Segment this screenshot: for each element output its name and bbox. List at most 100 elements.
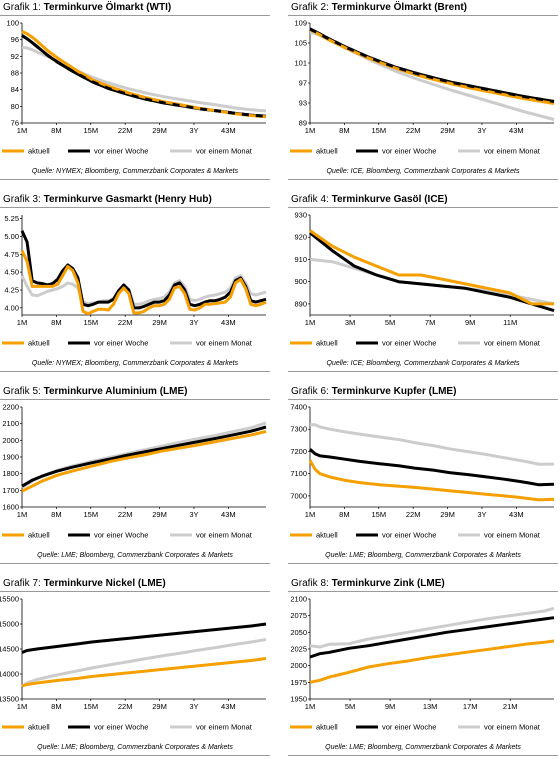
y-tick-label: 14000 bbox=[0, 670, 19, 679]
y-tick-label: 7300 bbox=[290, 425, 307, 434]
chart-panel: Grafik 4: Terminkurve Gasöl (ICE) 890 900 9… bbox=[288, 194, 558, 374]
x-tick-label: 21M bbox=[503, 702, 518, 711]
legend-label-aktuell: aktuell bbox=[28, 531, 50, 540]
y-tick-label: 1600 bbox=[2, 503, 19, 512]
chart-title: Grafik 3: Terminkurve Gasmarkt (Henry Hu… bbox=[3, 194, 212, 205]
chart-source: Quelle: LME; Bloomberg, Commerzbank Corp… bbox=[325, 744, 521, 751]
line-chart: 1950 1975 2000 2025 2050 2075 2100 1M 5M 9M 13M 17M… bbox=[290, 595, 555, 732]
chart-number: Grafik 3: bbox=[3, 194, 44, 205]
series-line-month bbox=[309, 606, 555, 649]
y-tick-label: 97 bbox=[299, 79, 307, 88]
chart-panel: Grafik 1: Terminkurve Ölmarkt (WTI) 76 80 8… bbox=[0, 2, 270, 182]
x-tick-label: 3M bbox=[345, 318, 355, 327]
y-tick-label: 2200 bbox=[2, 403, 19, 412]
x-tick-label: 8M bbox=[51, 702, 61, 711]
x-tick-label: 8M bbox=[339, 126, 349, 135]
legend-label-week: vor einer Woche bbox=[382, 531, 436, 540]
chart-title-text: Terminkurve Gasöl (ICE) bbox=[331, 194, 448, 205]
chart-title-text: Terminkurve Ölmarkt (Brent) bbox=[331, 2, 467, 13]
chart-title-text: Terminkurve Kupfer (LME) bbox=[331, 386, 457, 397]
bottom-rule bbox=[0, 371, 270, 372]
x-tick-label: 43M bbox=[221, 126, 236, 135]
legend-label-month: vor einem Monat bbox=[196, 339, 253, 348]
chart-number: Grafik 4: bbox=[291, 194, 332, 205]
x-tick-label: 3Y bbox=[189, 510, 198, 519]
y-tick-label: 2075 bbox=[290, 611, 307, 620]
legend-label-week: vor einer Woche bbox=[94, 147, 148, 156]
title-rule bbox=[0, 15, 270, 16]
line-chart: 890 900 910 920 930 1M 3M 5M 7M 9M 11M aktuell vor e… bbox=[290, 211, 555, 348]
y-tick-label: 890 bbox=[294, 299, 307, 308]
x-tick-label: 1M bbox=[17, 702, 27, 711]
bottom-rule bbox=[0, 755, 270, 756]
title-rule bbox=[288, 591, 558, 592]
x-tick-label: 1M bbox=[305, 126, 315, 135]
chart-panel: Grafik 2: Terminkurve Ölmarkt (Brent) 89 9… bbox=[288, 2, 558, 182]
title-rule bbox=[0, 591, 270, 592]
legend-label-week: vor einer Woche bbox=[94, 531, 148, 540]
y-tick-label: 1900 bbox=[2, 453, 19, 462]
y-tick-label: 96 bbox=[11, 35, 19, 44]
chart-panel: Grafik 5: Terminkurve Aluminium (LME) 160… bbox=[0, 386, 270, 566]
legend-label-month: vor einem Monat bbox=[484, 531, 541, 540]
series-line-week bbox=[21, 34, 267, 118]
line-chart: 7000 7100 7200 7300 7400 1M 8M 15M 22M 29M 3Y 43M ak… bbox=[290, 403, 555, 540]
y-tick-label: 89 bbox=[299, 119, 307, 128]
series-line-aktuell bbox=[309, 28, 555, 105]
x-tick-label: 22M bbox=[406, 510, 421, 519]
y-tick-label: 4.75 bbox=[4, 250, 19, 259]
y-tick-label: 15000 bbox=[0, 620, 19, 629]
chart-number: Grafik 8: bbox=[291, 578, 332, 589]
chart-panel: Grafik 6: Terminkurve Kupfer (LME) 7000 71… bbox=[288, 386, 558, 566]
x-tick-label: 5M bbox=[385, 318, 395, 327]
series-line-week-dashed bbox=[309, 27, 555, 103]
chart-number: Grafik 5: bbox=[3, 386, 44, 397]
legend-label-aktuell: aktuell bbox=[28, 339, 50, 348]
legend-label-week: vor einer Woche bbox=[94, 723, 148, 732]
chart-panel: Grafik 3: Terminkurve Gasmarkt (Henry Hu… bbox=[0, 194, 270, 374]
y-tick-label: 7400 bbox=[290, 403, 307, 412]
series-line-aktuell bbox=[309, 639, 555, 684]
series-line-week bbox=[309, 231, 555, 313]
x-tick-label: 43M bbox=[221, 510, 236, 519]
legend-label-aktuell: aktuell bbox=[316, 147, 338, 156]
series-line-week-dashed bbox=[21, 34, 267, 118]
x-tick-label: 22M bbox=[118, 318, 133, 327]
y-tick-label: 920 bbox=[294, 233, 307, 242]
x-tick-label: 9M bbox=[465, 318, 475, 327]
legend-label-week: vor einer Woche bbox=[382, 339, 436, 348]
x-tick-label: 15M bbox=[83, 510, 98, 519]
bottom-rule bbox=[288, 371, 558, 372]
y-tick-label: 93 bbox=[299, 99, 307, 108]
x-tick-label: 15M bbox=[371, 126, 386, 135]
chart-panel: Grafik 7: Terminkurve Nickel (LME) 13500 1… bbox=[0, 578, 270, 758]
legend-label-aktuell: aktuell bbox=[316, 339, 338, 348]
chart-source: Quelle: LME; Bloomberg, Commerzbank Corp… bbox=[37, 552, 233, 559]
y-tick-label: 4.50 bbox=[4, 268, 19, 277]
series-line-week bbox=[309, 616, 555, 659]
y-tick-label: 15500 bbox=[0, 595, 19, 604]
x-tick-label: 15M bbox=[371, 510, 386, 519]
series-line-month bbox=[20, 274, 267, 306]
series-line-week bbox=[21, 425, 267, 488]
y-tick-label: 4.00 bbox=[4, 303, 19, 312]
y-tick-label: 88 bbox=[11, 69, 19, 78]
series-line-week bbox=[21, 622, 267, 654]
x-tick-label: 3Y bbox=[189, 702, 198, 711]
x-tick-label: 22M bbox=[118, 126, 133, 135]
x-tick-label: 29M bbox=[152, 702, 167, 711]
series-line-week bbox=[20, 230, 267, 310]
y-tick-label: 2050 bbox=[290, 628, 307, 637]
y-tick-label: 7100 bbox=[290, 469, 307, 478]
line-chart: 4.00 4.25 4.50 4.75 5.00 5.25 1M 8M 15M 22M 29M 3Y 4… bbox=[2, 214, 267, 348]
legend-label-week: vor einer Woche bbox=[382, 147, 436, 156]
chart-title-text: Terminkurve Nickel (LME) bbox=[43, 578, 166, 589]
x-tick-label: 1M bbox=[17, 318, 27, 327]
x-tick-label: 1M bbox=[305, 318, 315, 327]
chart-title: Grafik 6: Terminkurve Kupfer (LME) bbox=[291, 386, 456, 397]
x-tick-label: 11M bbox=[503, 318, 517, 327]
y-tick-label: 14500 bbox=[0, 645, 19, 654]
series-line-week bbox=[308, 448, 555, 487]
y-tick-label: 2100 bbox=[2, 419, 19, 428]
x-tick-label: 29M bbox=[440, 510, 455, 519]
